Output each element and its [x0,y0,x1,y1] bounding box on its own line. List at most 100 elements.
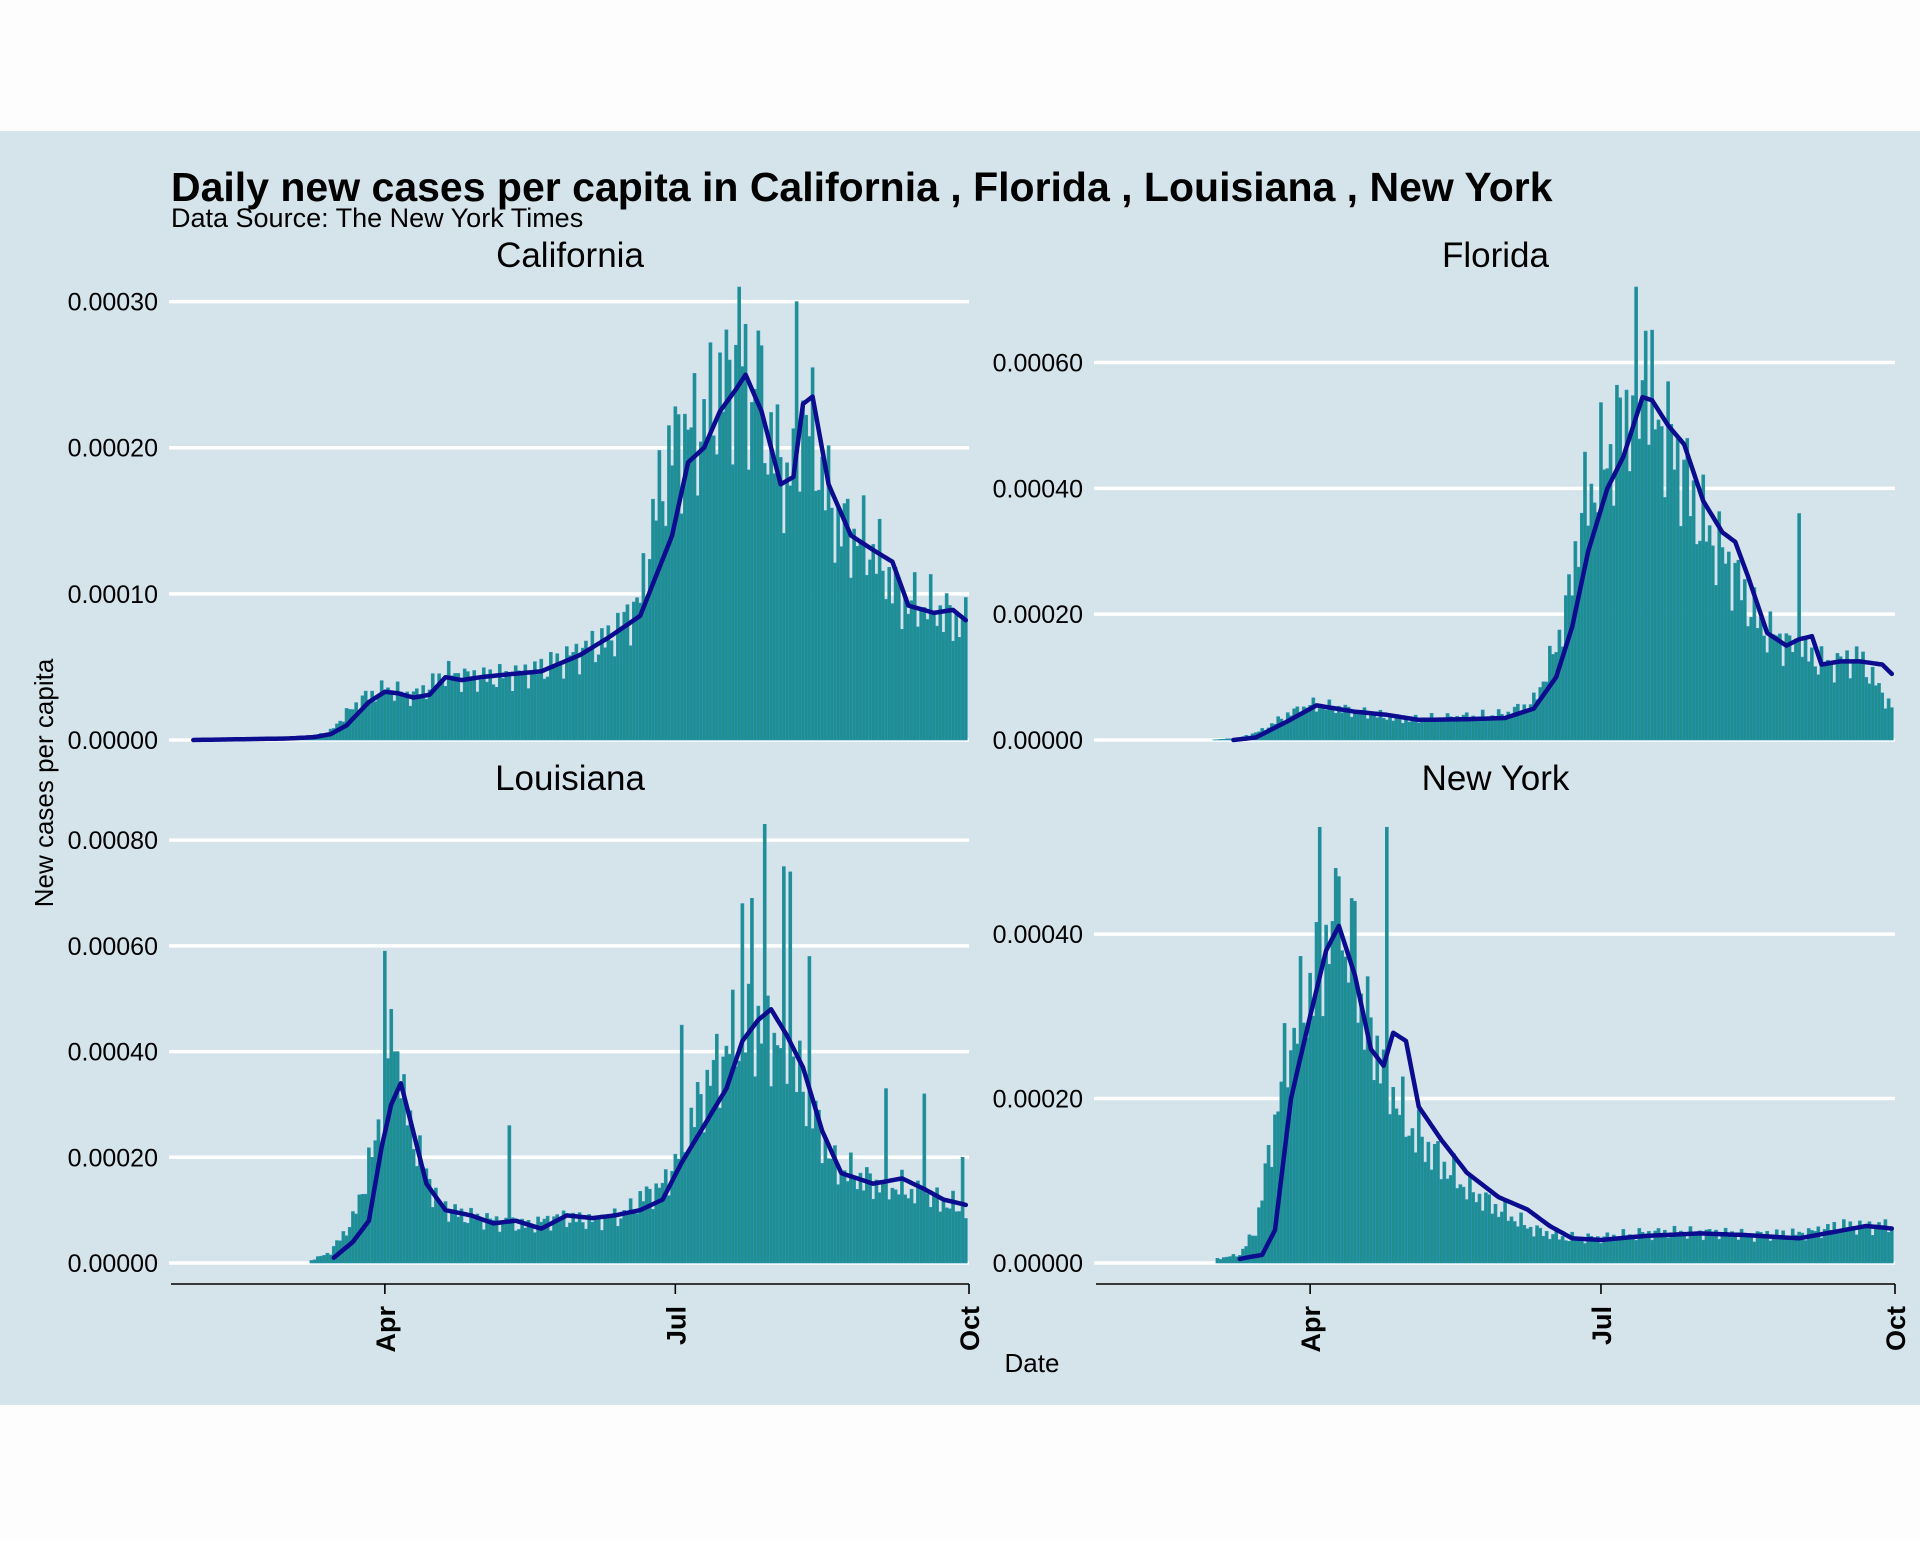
daily-bar [1331,921,1334,1263]
daily-bar [1654,430,1657,740]
daily-bar [766,475,769,740]
daily-bar [1427,720,1430,740]
daily-bar [715,455,718,740]
daily-bar [1465,713,1468,740]
y-tick-label: 0.00000 [993,727,1083,755]
daily-bar [1357,714,1360,740]
daily-bar [932,1195,935,1263]
daily-bar [1507,1221,1510,1263]
daily-bar [1830,661,1833,740]
daily-bar [808,956,811,1263]
y-tick-label: 0.00000 [68,1250,158,1278]
daily-bar [744,324,747,740]
daily-bar [680,514,683,740]
daily-bar [667,1196,670,1263]
daily-bar [1401,723,1404,740]
daily-bar [1593,1241,1596,1263]
daily-bar [1459,1185,1462,1263]
daily-bar [1820,1238,1823,1263]
daily-bar [821,1163,824,1263]
daily-bar [1452,1154,1455,1263]
daily-bar [508,675,511,740]
daily-bar [639,603,642,740]
daily-bar [1564,1241,1567,1263]
daily-bar [706,437,709,740]
daily-bar [524,1228,527,1263]
x-tick-label: Oct [1881,1306,1911,1351]
daily-bar [364,691,367,740]
daily-bar [1676,1235,1679,1263]
daily-bar [1826,1224,1829,1263]
daily-bar [961,617,964,740]
daily-bar [1804,639,1807,740]
daily-bar [387,688,390,740]
daily-bar [1596,512,1599,740]
daily-bar [1331,709,1334,740]
daily-bar [1615,1240,1618,1263]
x-axis-title: Date [1005,1348,1060,1378]
daily-bar [1877,683,1880,740]
daily-bar [773,1033,776,1263]
daily-bar [1488,1195,1491,1263]
daily-bar [693,1127,696,1263]
daily-bar [1360,994,1363,1263]
daily-bar [1702,1240,1705,1263]
daily-bar [415,1166,418,1263]
daily-bar [904,1195,907,1263]
daily-bar [1564,596,1567,740]
daily-bar [875,574,878,740]
daily-bar [1769,1241,1772,1263]
daily-bar [1641,380,1644,740]
daily-bar [1699,541,1702,740]
daily-bar [1398,1115,1401,1263]
daily-bar [473,1219,476,1263]
daily-bar [1635,1240,1638,1263]
daily-bar [1814,667,1817,740]
daily-bar [428,690,431,740]
daily-bar [645,598,648,740]
daily-bar [1673,1226,1676,1263]
daily-bar [1373,715,1376,740]
daily-bar [1382,1050,1385,1263]
daily-bar [798,1041,801,1263]
daily-bar [642,553,645,740]
daily-bar [840,547,843,740]
daily-bar [511,1218,514,1263]
daily-bar [1817,1227,1820,1263]
daily-bar [441,1208,444,1263]
daily-bar [1318,827,1321,1263]
daily-bar [1254,1236,1257,1263]
x-tick-label: Oct [955,1306,985,1351]
daily-bar [888,567,891,740]
daily-bar [1350,717,1353,740]
daily-bar [1289,1051,1292,1263]
daily-bar [1727,1236,1730,1263]
daily-bar [1226,1257,1229,1263]
daily-bar [1529,1227,1532,1263]
daily-bar [1746,626,1749,740]
daily-bar [412,1149,415,1263]
daily-bar [1468,1174,1471,1263]
daily-bar [875,1180,878,1263]
daily-bar [939,1212,942,1263]
daily-bar [374,702,377,740]
daily-bar [399,692,402,740]
daily-bar [731,465,734,740]
daily-bar [1638,439,1641,740]
y-tick-label: 0.00040 [993,921,1083,949]
daily-bar [1849,679,1852,740]
daily-bar [1408,1136,1411,1263]
daily-bar [1743,580,1746,740]
daily-bar [1740,600,1743,740]
daily-bar [760,1044,763,1263]
daily-bar [1382,718,1385,740]
daily-bar [900,1170,903,1263]
daily-bar [581,648,584,740]
daily-bar [457,673,460,740]
daily-bar [1328,964,1331,1263]
daily-bar [706,1070,709,1263]
daily-bar [814,491,817,740]
daily-bar [447,1222,450,1263]
daily-bar [1344,957,1347,1263]
daily-bar [920,609,923,740]
